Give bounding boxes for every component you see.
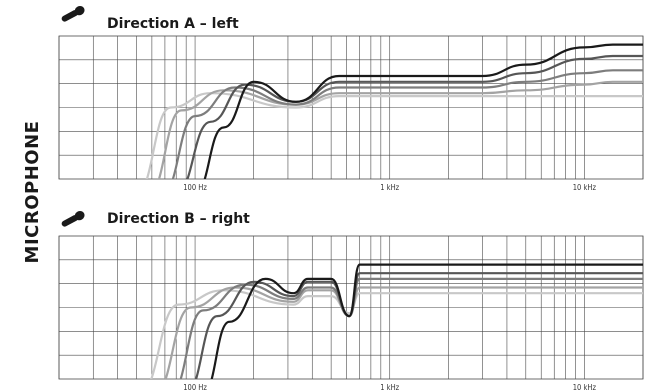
plot-frame bbox=[58, 235, 644, 380]
microphone-icon bbox=[61, 5, 85, 22]
panel-a-title: Direction A – left bbox=[107, 16, 239, 32]
series-line bbox=[203, 43, 643, 179]
series-line bbox=[210, 263, 643, 379]
x-tick-label: 100 Hz bbox=[183, 183, 207, 192]
chart-panel-a: Direction A – left 100 Hz 1 kHz 10 kHz bbox=[58, 5, 644, 192]
plot-area-b: 100 Hz 1 kHz 10 kHz bbox=[58, 235, 644, 392]
x-tick-label: 100 Hz bbox=[183, 383, 207, 392]
microphone-icon bbox=[61, 210, 85, 227]
series-line bbox=[186, 54, 643, 179]
x-tick-label: 1 kHz bbox=[380, 383, 399, 392]
side-label: MICROPHONE bbox=[22, 121, 43, 264]
plot-frame bbox=[58, 35, 644, 180]
series-line bbox=[179, 277, 643, 379]
panel-b-title: Direction B – right bbox=[107, 211, 250, 227]
x-tick-label: 10 kHz bbox=[573, 383, 597, 392]
plot-area-a: 100 Hz 1 kHz 10 kHz bbox=[58, 35, 644, 192]
series-line bbox=[164, 286, 643, 379]
x-tick-label: 1 kHz bbox=[380, 183, 399, 192]
x-tick-label: 10 kHz bbox=[573, 183, 597, 192]
chart-panel-b: Direction B – right 100 Hz 1 kHz 10 kHz bbox=[58, 210, 644, 392]
series-line bbox=[157, 80, 643, 179]
series-line bbox=[150, 289, 643, 379]
series-line bbox=[145, 92, 643, 179]
series-line bbox=[171, 69, 643, 179]
series-line bbox=[194, 272, 643, 379]
